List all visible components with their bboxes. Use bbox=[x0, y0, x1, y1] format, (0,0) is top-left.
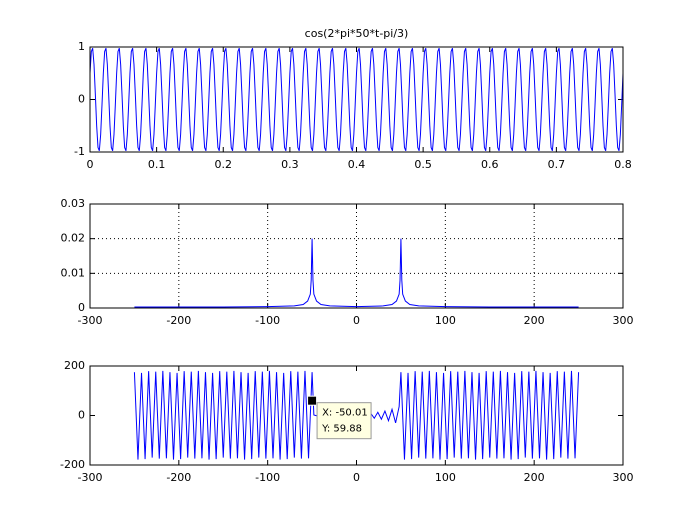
x-tick-label: 0.5 bbox=[414, 158, 432, 171]
datatip-box bbox=[316, 402, 372, 440]
x-tick-label: -100 bbox=[255, 471, 280, 484]
y-tick-label: -200 bbox=[60, 458, 85, 471]
y-tick-label: 0 bbox=[78, 93, 85, 106]
x-tick-label: 0.2 bbox=[215, 158, 233, 171]
axes-background bbox=[90, 47, 623, 152]
chart-title: cos(2*pi*50*t-pi/3) bbox=[305, 27, 409, 40]
x-tick-label: 0.1 bbox=[148, 158, 166, 171]
datatip-x: X: -50.01 bbox=[322, 408, 368, 419]
x-tick-label: 0 bbox=[353, 471, 360, 484]
y-tick-label: 0.03 bbox=[61, 197, 86, 210]
datatip-y: Y: 59.88 bbox=[321, 424, 362, 435]
x-tick-label: 100 bbox=[435, 471, 456, 484]
x-tick-label: 0.7 bbox=[548, 158, 566, 171]
x-tick-label: 200 bbox=[524, 471, 545, 484]
x-tick-label: 0.6 bbox=[481, 158, 499, 171]
x-tick-label: -200 bbox=[166, 314, 191, 327]
axes-frame bbox=[89, 203, 624, 309]
x-tick-label: 200 bbox=[524, 314, 545, 327]
axes-frame bbox=[89, 46, 624, 153]
y-tick-label: 0 bbox=[78, 409, 85, 422]
datatip-marker bbox=[307, 395, 318, 406]
x-tick-label: -200 bbox=[166, 471, 191, 484]
x-tick-label: 0 bbox=[87, 158, 94, 171]
axes-frame bbox=[89, 365, 624, 466]
x-tick-label: 0.3 bbox=[281, 158, 299, 171]
y-tick-label: -1 bbox=[74, 145, 85, 158]
x-tick-label: 100 bbox=[435, 314, 456, 327]
x-tick-label: -300 bbox=[78, 314, 103, 327]
signal-line bbox=[89, 47, 624, 152]
y-tick-label: 0.01 bbox=[61, 266, 86, 279]
x-tick-label: -300 bbox=[78, 471, 103, 484]
y-tick-label: 1 bbox=[78, 40, 85, 53]
signal-line bbox=[134, 238, 579, 308]
x-tick-label: -100 bbox=[255, 314, 280, 327]
x-tick-label: 0.4 bbox=[348, 158, 366, 171]
x-tick-label: 0.8 bbox=[614, 158, 632, 171]
y-tick-label: 200 bbox=[64, 359, 85, 372]
x-tick-label: 300 bbox=[613, 471, 634, 484]
x-tick-label: 0 bbox=[353, 314, 360, 327]
y-tick-label: 0.02 bbox=[61, 232, 86, 245]
y-tick-label: 0 bbox=[78, 301, 85, 314]
x-tick-label: 300 bbox=[613, 314, 634, 327]
